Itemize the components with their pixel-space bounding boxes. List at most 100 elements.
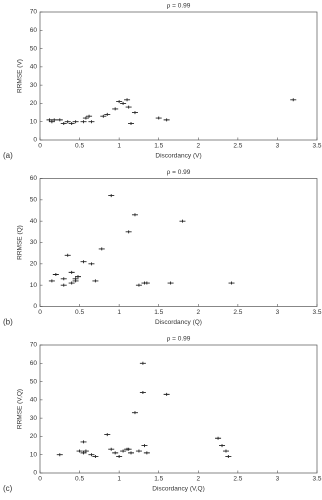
y-tick-label: 20 bbox=[30, 261, 38, 268]
y-tick-label: 50 bbox=[30, 45, 38, 52]
panel-label: (c) bbox=[3, 484, 13, 493]
point bbox=[143, 451, 150, 455]
y-tick-label: 10 bbox=[30, 118, 38, 125]
x-tick-label: 1.5 bbox=[154, 476, 163, 483]
point bbox=[116, 455, 123, 459]
x-tick-label: 3 bbox=[276, 476, 280, 483]
x-tick-label: 3.5 bbox=[312, 143, 321, 150]
y-tick-label: 60 bbox=[30, 360, 38, 367]
point bbox=[143, 281, 150, 285]
x-axis-label: Discordancy (Q) bbox=[155, 319, 202, 326]
x-tick-label: 1 bbox=[117, 476, 121, 483]
point bbox=[128, 122, 135, 126]
point bbox=[60, 283, 67, 287]
panel-label: (a) bbox=[3, 151, 13, 160]
point bbox=[92, 455, 99, 459]
point bbox=[104, 433, 111, 437]
point bbox=[80, 440, 87, 444]
x-tick-label: 2 bbox=[196, 309, 200, 316]
point bbox=[112, 107, 119, 111]
point bbox=[163, 118, 170, 122]
y-axis-label: RRMSE (V,Q) bbox=[17, 389, 24, 429]
x-tick-label: 0 bbox=[38, 476, 42, 483]
point bbox=[92, 279, 99, 283]
point bbox=[60, 277, 67, 281]
chart-title: ρ = 0.99 bbox=[167, 336, 191, 343]
point bbox=[56, 453, 63, 457]
plot-frame bbox=[39, 11, 318, 141]
y-tick-label: 70 bbox=[30, 342, 38, 349]
point bbox=[68, 122, 75, 126]
x-tick-label: 0.5 bbox=[75, 476, 84, 483]
point bbox=[98, 247, 105, 251]
point bbox=[112, 451, 119, 455]
point bbox=[163, 392, 170, 396]
point bbox=[135, 283, 142, 287]
point bbox=[76, 449, 83, 453]
x-tick-label: 2.5 bbox=[233, 143, 242, 150]
point bbox=[68, 270, 75, 274]
point bbox=[125, 230, 132, 234]
x-tick-label: 1 bbox=[117, 309, 121, 316]
x-tick-label: 3.5 bbox=[312, 476, 321, 483]
point bbox=[80, 451, 87, 455]
point bbox=[155, 116, 162, 120]
point bbox=[179, 219, 186, 223]
x-tick-label: 0.5 bbox=[75, 309, 84, 316]
point bbox=[125, 447, 132, 451]
point bbox=[228, 281, 235, 285]
y-tick-label: 40 bbox=[30, 64, 38, 71]
x-axis-label: Discordancy (V,Q) bbox=[152, 486, 205, 493]
point bbox=[64, 120, 71, 124]
x-tick-label: 2 bbox=[196, 143, 200, 150]
plot-frame bbox=[39, 344, 318, 474]
point bbox=[215, 436, 222, 440]
point bbox=[48, 120, 55, 124]
y-tick-label: 0 bbox=[33, 470, 37, 477]
point bbox=[64, 253, 71, 257]
y-tick-label: 20 bbox=[30, 433, 38, 440]
point bbox=[108, 447, 115, 451]
point bbox=[104, 112, 111, 116]
point bbox=[139, 391, 146, 395]
plot-frame bbox=[39, 178, 318, 307]
x-tick-label: 2.5 bbox=[233, 476, 242, 483]
x-tick-label: 1 bbox=[117, 143, 121, 150]
point bbox=[82, 116, 89, 120]
point bbox=[48, 279, 55, 283]
point bbox=[80, 260, 87, 264]
point bbox=[125, 105, 132, 109]
point bbox=[222, 449, 229, 453]
point bbox=[131, 213, 138, 217]
y-tick-label: 0 bbox=[33, 137, 37, 144]
x-tick-label: 3 bbox=[276, 309, 280, 316]
point bbox=[225, 455, 232, 459]
x-tick-label: 3.5 bbox=[312, 309, 321, 316]
point bbox=[120, 101, 127, 105]
point bbox=[80, 120, 87, 124]
point bbox=[88, 453, 95, 457]
y-axis-label: RRMSE (V) bbox=[17, 59, 24, 93]
y-tick-label: 40 bbox=[30, 218, 38, 225]
chart-title: ρ = 0.99 bbox=[167, 169, 191, 176]
point bbox=[88, 120, 95, 124]
y-tick-label: 20 bbox=[30, 100, 38, 107]
point bbox=[86, 114, 93, 118]
point bbox=[167, 281, 174, 285]
point bbox=[100, 114, 107, 118]
y-tick-label: 60 bbox=[30, 27, 38, 34]
panel-label: (b) bbox=[3, 318, 13, 327]
y-tick-label: 50 bbox=[30, 378, 38, 385]
x-tick-label: 1.5 bbox=[154, 143, 163, 150]
y-tick-label: 30 bbox=[30, 82, 38, 89]
point bbox=[72, 279, 79, 283]
point bbox=[51, 118, 58, 122]
point bbox=[290, 98, 297, 102]
point bbox=[88, 262, 95, 266]
y-tick-label: 30 bbox=[30, 415, 38, 422]
point bbox=[219, 444, 226, 448]
point bbox=[56, 118, 63, 122]
point bbox=[74, 275, 81, 279]
y-tick-label: 30 bbox=[30, 239, 38, 246]
